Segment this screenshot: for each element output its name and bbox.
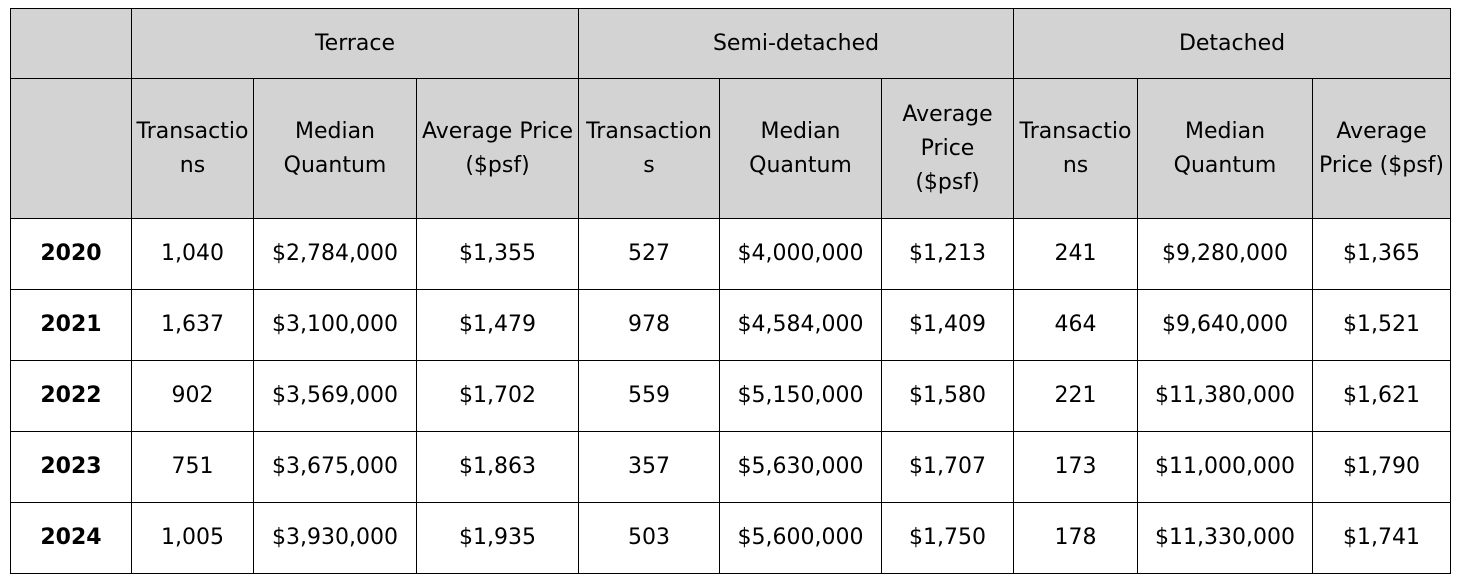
value-cell: $1,213 [880,218,1015,290]
column-header: Average Price ($psf) [880,78,1015,219]
group-header: Terrace [131,8,579,79]
column-header: Median Quantum [719,78,882,219]
value-cell: 559 [578,360,720,432]
value-cell: $5,600,000 [719,502,882,574]
value-cell: 527 [578,218,720,290]
year-cell: 2024 [10,502,132,574]
data-row: 2021 1,637 $3,100,000 $1,479 978 $4,584,000 $1… [10,289,1452,361]
corner-cell [10,78,132,219]
value-cell: $1,521 [1312,289,1452,361]
table-body: Terrace Semi-detached Detached Transactions… [10,8,1452,574]
column-header: Average Price ($psf) [1312,78,1452,219]
value-cell: $1,365 [1312,218,1452,290]
year-cell: 2020 [10,218,132,290]
value-cell: $3,675,000 [253,431,417,503]
data-row: 2020 1,040 $2,784,000 $1,355 527 $4,000,000 $1… [10,218,1452,290]
value-cell: $9,280,000 [1137,218,1314,290]
data-row: 2024 1,005 $3,930,000 $1,935 503 $5,600,000 $1… [10,502,1452,574]
value-cell: $1,355 [416,218,579,290]
value-cell: 978 [578,289,720,361]
value-cell: 173 [1013,431,1139,503]
value-cell: $1,790 [1312,431,1452,503]
value-cell: 751 [131,431,254,503]
column-header: Transactions [131,78,254,219]
value-cell: $5,630,000 [719,431,882,503]
value-cell: 503 [578,502,720,574]
value-cell: $1,750 [880,502,1015,574]
column-header: Average Price ($psf) [416,78,579,219]
value-cell: $1,621 [1312,360,1452,432]
value-cell: 357 [578,431,720,503]
value-cell: $2,784,000 [253,218,417,290]
value-cell: $1,707 [880,431,1015,503]
value-cell: $1,409 [880,289,1015,361]
value-cell: $4,000,000 [719,218,882,290]
value-cell: $1,863 [416,431,579,503]
value-cell: $3,569,000 [253,360,417,432]
group-header: Semi-detached [577,8,1015,79]
value-cell: 1,637 [131,289,254,361]
corner-cell [10,8,132,79]
column-header: Median Quantum [253,78,417,219]
value-cell: 221 [1013,360,1139,432]
value-cell: $5,150,000 [719,360,882,432]
year-cell: 2023 [10,431,132,503]
column-header-row: Transactions Median Quantum Average Price … [10,78,1452,219]
value-cell: $11,380,000 [1137,360,1314,432]
column-header: Transactions [1013,78,1139,219]
value-cell: $4,584,000 [719,289,882,361]
value-cell: $1,580 [880,360,1015,432]
value-cell: $11,330,000 [1137,502,1314,574]
value-cell: 1,005 [131,502,254,574]
value-cell: 464 [1013,289,1139,361]
value-cell: $11,000,000 [1137,431,1314,503]
column-header: Median Quantum [1137,78,1314,219]
data-row: 2022 902 $3,569,000 $1,702 559 $5,150,000 $1,5… [10,360,1452,432]
data-row: 2023 751 $3,675,000 $1,863 357 $5,630,000 $1,7… [10,431,1452,503]
value-cell: $3,930,000 [253,502,417,574]
value-cell: 902 [131,360,254,432]
year-cell: 2021 [10,289,132,361]
value-cell: 241 [1013,218,1139,290]
value-cell: $3,100,000 [253,289,417,361]
column-header: Transactions [578,78,720,219]
value-cell: $9,640,000 [1137,289,1314,361]
data-table: Terrace Semi-detached Detached Transactions… [10,8,1452,574]
value-cell: 178 [1013,502,1139,574]
group-header-row: Terrace Semi-detached Detached [10,8,1452,79]
group-header: Detached [1013,8,1452,79]
year-cell: 2022 [10,360,132,432]
value-cell: $1,741 [1312,502,1452,574]
value-cell: $1,702 [416,360,579,432]
value-cell: $1,479 [416,289,579,361]
value-cell: $1,935 [416,502,579,574]
value-cell: 1,040 [131,218,254,290]
